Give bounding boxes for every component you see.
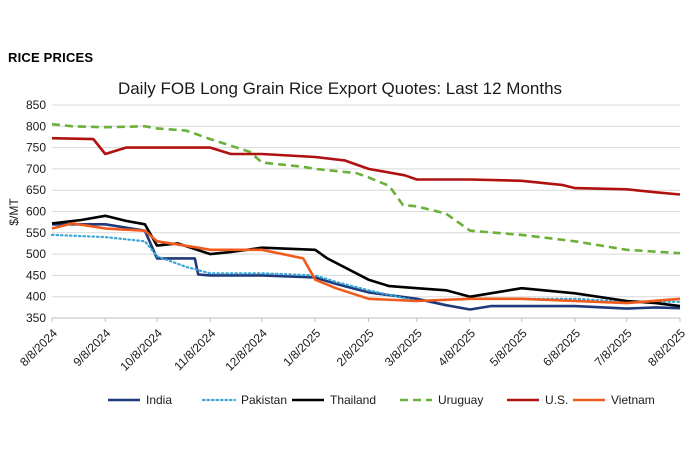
y-axis-label: $/MT bbox=[7, 198, 21, 226]
series-line-vietnam bbox=[51, 222, 681, 305]
x-tick-label: 3/8/2025 bbox=[382, 326, 425, 369]
chart-title: Daily FOB Long Grain Rice Export Quotes:… bbox=[118, 79, 562, 98]
y-tick-label: 800 bbox=[26, 119, 46, 133]
x-tick-label: 11/8/2024 bbox=[171, 326, 218, 373]
x-tick-label: 12/8/2024 bbox=[222, 326, 270, 374]
y-tick-label: 400 bbox=[26, 290, 46, 304]
x-tick-label: 7/8/2025 bbox=[592, 326, 635, 369]
y-tick-label: 500 bbox=[26, 247, 46, 261]
series-line-uruguay bbox=[51, 122, 681, 255]
legend-label: Uruguay bbox=[438, 393, 483, 407]
x-tick-label: 9/8/2024 bbox=[70, 326, 113, 369]
x-tick-label: 5/8/2025 bbox=[487, 326, 530, 369]
y-tick-label: 850 bbox=[26, 98, 46, 112]
legend-label: Pakistan bbox=[241, 393, 287, 407]
y-tick-label: 750 bbox=[26, 141, 46, 155]
gridlines bbox=[52, 104, 680, 298]
series-line-us bbox=[51, 136, 681, 196]
series-lines bbox=[50, 122, 682, 311]
legend-label: U.S. bbox=[545, 393, 568, 407]
y-tick-label: 550 bbox=[26, 226, 46, 240]
y-tick-label: 350 bbox=[26, 311, 46, 325]
legend-label: Vietnam bbox=[611, 393, 655, 407]
section-heading: RICE PRICES bbox=[8, 50, 94, 65]
x-tick-label: 8/8/2024 bbox=[17, 326, 60, 369]
x-axis-ticks: 8/8/2024 9/8/2024 10/8/2024 11/8/2024 12/8/2… bbox=[17, 318, 688, 374]
y-tick-label: 450 bbox=[26, 268, 46, 282]
y-tick-label: 600 bbox=[26, 205, 46, 219]
x-tick-label: 10/8/2024 bbox=[117, 326, 165, 374]
x-tick-label: 4/8/2025 bbox=[435, 326, 478, 369]
x-tick-label: 6/8/2025 bbox=[540, 326, 583, 369]
y-axis-ticks: 350 400 450 500 550 600 650 700 750 800 850 bbox=[26, 98, 46, 325]
legend-label: India bbox=[146, 393, 172, 407]
y-tick-label: 650 bbox=[26, 183, 46, 197]
legend: India Pakistan Thailand Uruguay U.S. Vietnam bbox=[108, 393, 655, 407]
legend-label: Thailand bbox=[330, 393, 376, 407]
y-tick-label: 700 bbox=[26, 162, 46, 176]
x-tick-label: 8/8/2025 bbox=[645, 326, 688, 369]
x-tick-label: 2/8/2025 bbox=[334, 326, 377, 369]
x-tick-label: 1/8/2025 bbox=[280, 326, 323, 369]
series-line-thailand bbox=[51, 214, 681, 308]
